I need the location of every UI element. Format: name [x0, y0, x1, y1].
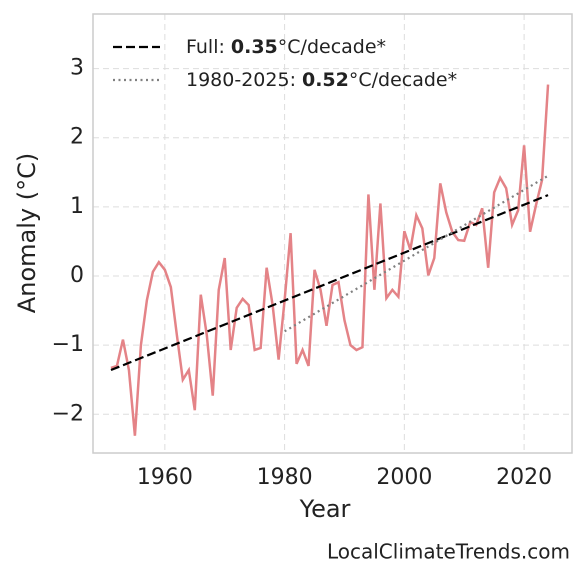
x-tick-label: 1980: [257, 465, 313, 490]
legend-name: 1980-2025:: [186, 69, 296, 91]
plot-frame: [92, 13, 573, 454]
legend-rate: 0.52: [302, 69, 349, 91]
y-axis-label: Anomaly (°C): [13, 153, 41, 313]
y-tick-label: −2: [52, 401, 84, 426]
y-tick-label: 1: [70, 194, 84, 219]
series-line: [284, 174, 549, 333]
x-tick-label: 2020: [496, 465, 552, 490]
legend-label: Full: 0.35°C/decade*: [186, 36, 386, 58]
legend-rate: 0.35: [231, 36, 278, 58]
series-line: [110, 194, 549, 372]
y-tick-label: 2: [70, 125, 84, 150]
x-tick-label: 1960: [137, 465, 193, 490]
legend-name: Full:: [186, 36, 225, 58]
y-tick-label: 3: [70, 56, 84, 81]
y-tick-label: −1: [52, 332, 84, 357]
y-tick-label: 0: [70, 263, 84, 288]
legend-unit: °C/decade*: [349, 69, 457, 91]
source: LocalClimateTrends.com: [327, 540, 570, 564]
legend-unit: °C/decade*: [278, 36, 386, 58]
x-tick-label: 2000: [376, 465, 432, 490]
series-line: [110, 84, 550, 436]
legend-label: 1980-2025: 0.52°C/decade*: [186, 69, 457, 91]
x-axis-label: Year: [299, 495, 351, 523]
